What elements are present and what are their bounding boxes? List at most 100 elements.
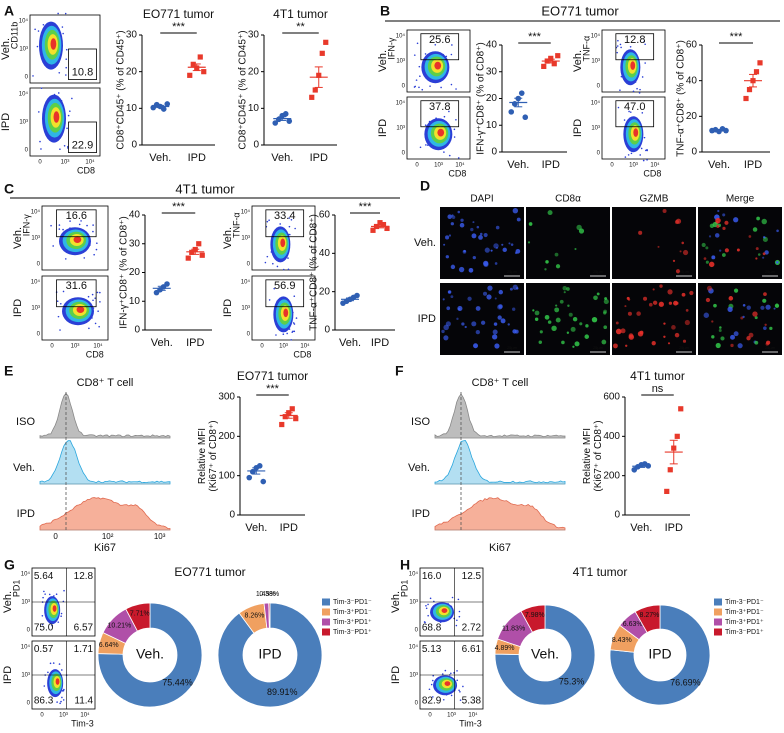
flow-y-tick: 0 (27, 628, 31, 634)
flow-event (57, 621, 60, 623)
donut-slice (268, 602, 271, 629)
cell (484, 247, 490, 253)
flow-event (623, 119, 626, 121)
cell (718, 328, 722, 332)
cell (544, 268, 547, 271)
legend-label: Tim-3⁺PD1⁺ (725, 619, 764, 626)
flow-y-tick: 10⁴ (241, 279, 251, 286)
x-tick-label: IPD (186, 337, 204, 349)
flow-event (425, 607, 428, 610)
cell (596, 292, 600, 296)
flow-event (63, 589, 65, 592)
histogram (434, 393, 566, 439)
data-point (757, 60, 763, 66)
flow-y-tick: 0 (597, 84, 601, 90)
cell (554, 252, 559, 257)
flow-x-tick: 10⁴ (93, 343, 103, 350)
data-point (260, 478, 267, 485)
flow-event (87, 295, 90, 298)
flow-event (58, 663, 61, 665)
y-tick-label: 10 (248, 103, 260, 114)
panel-letter: C (4, 181, 14, 197)
cell (572, 316, 578, 322)
chart-title: EO771 tumor (237, 369, 308, 383)
flow-y-tick: 0 (247, 262, 251, 268)
legend-label: Tim-3⁻PD1⁻ (725, 599, 764, 606)
donut-value-label: 76.69% (670, 678, 701, 688)
cell (457, 210, 461, 214)
flow-event (282, 268, 285, 271)
gate-value: 16.6 (66, 210, 87, 222)
cell (701, 242, 706, 248)
x-tick-label: Veh. (151, 337, 173, 349)
y-tick-label: 30 (126, 30, 138, 41)
flow-y-label: IFN-γ (21, 214, 31, 236)
flow-y-label: TNF-α (581, 36, 591, 62)
quadrant-value: 16.0 (422, 571, 442, 582)
cell (482, 291, 488, 296)
flow-event (450, 53, 453, 56)
gate (265, 279, 305, 308)
legend-label: Tim-3⁺PD1⁺ (333, 619, 372, 626)
data-point (164, 101, 171, 107)
flow-y-tick: 10⁴ (31, 209, 41, 216)
flow-event (424, 53, 427, 55)
data-point (256, 463, 263, 469)
section-header: EO771 tumor (541, 3, 619, 18)
cell (603, 311, 607, 315)
cell (682, 339, 687, 343)
cell (568, 312, 573, 317)
donut-value-label: 11.83% (502, 626, 525, 633)
cell (494, 297, 497, 300)
flow-y-tick: 10³ (396, 59, 405, 65)
flow-x-tick: 0 (50, 344, 54, 350)
flow-event (428, 688, 431, 691)
cell (442, 298, 445, 301)
row-label: IPD (0, 113, 12, 131)
row-label: Veh. (12, 227, 24, 249)
donut-slice (125, 602, 151, 632)
flow-event (264, 261, 267, 264)
quadrant-value: 11.4 (74, 695, 93, 706)
histogram (434, 440, 566, 485)
cell (760, 305, 765, 310)
cell (756, 216, 760, 221)
cell (584, 334, 590, 339)
quadrant-value: 68.8 (422, 622, 442, 633)
flow-event (641, 76, 644, 78)
flow-event (455, 118, 457, 121)
row-label: ISO (411, 416, 430, 428)
row-label: Veh. (2, 591, 14, 613)
flow-event (643, 40, 645, 43)
cell (746, 305, 751, 310)
significance: *** (528, 31, 542, 43)
cell (591, 317, 598, 323)
flow-event (268, 299, 271, 301)
flow-event (423, 621, 426, 623)
y-tick-label: 20 (686, 111, 698, 122)
flow-event (62, 699, 65, 701)
flow-event (47, 671, 49, 674)
data-point (282, 414, 288, 420)
cell (467, 296, 472, 301)
y-axis-label: Relative MFI (582, 428, 593, 484)
flow-y-tick: 0 (597, 151, 601, 157)
data-point (377, 220, 383, 226)
flow-x-tick: 0 (428, 713, 432, 719)
legend-label: Tim-3⁻PD1⁺ (333, 629, 372, 636)
flow-event (288, 225, 291, 228)
gate (420, 33, 460, 61)
flow-event (64, 12, 67, 15)
cell (763, 236, 766, 239)
flow-density (630, 61, 636, 70)
flow-event (646, 148, 648, 151)
legend-swatch (714, 628, 722, 636)
data-point (674, 433, 680, 439)
flow-event (293, 330, 296, 333)
quadrant-value: 86.3 (34, 695, 54, 706)
flow-y-tick: 0 (247, 332, 251, 338)
cell (545, 260, 549, 264)
gate-value: 56.9 (274, 280, 295, 292)
row-label: IPD (17, 508, 35, 520)
cell (672, 259, 676, 263)
